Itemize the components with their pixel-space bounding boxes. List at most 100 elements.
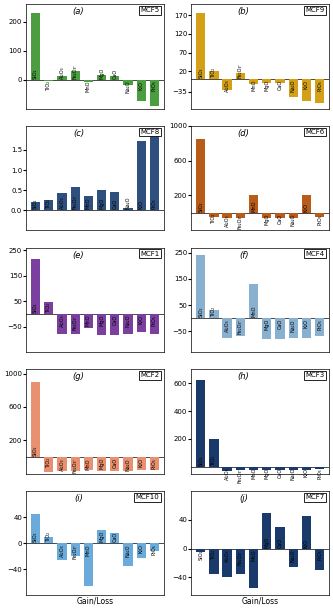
Text: P₂O₅: P₂O₅ [317, 319, 322, 330]
Text: CaO: CaO [277, 80, 282, 90]
Bar [315, 467, 324, 469]
Text: K₂O: K₂O [139, 544, 144, 553]
Bar [97, 190, 106, 210]
Text: Na₂O: Na₂O [126, 81, 131, 93]
Bar [288, 318, 298, 338]
Text: MCF7: MCF7 [305, 494, 325, 500]
Text: Na₂O: Na₂O [291, 319, 296, 332]
Text: (c): (c) [73, 129, 84, 138]
Bar [44, 303, 53, 314]
Text: MnO: MnO [86, 458, 91, 470]
Bar [236, 467, 245, 470]
Text: TiO₂: TiO₂ [46, 199, 51, 209]
Text: TiO₂: TiO₂ [211, 456, 216, 465]
Text: MnO: MnO [86, 81, 91, 92]
Text: P₂O₅: P₂O₅ [152, 315, 157, 326]
Text: Na₂O: Na₂O [126, 544, 131, 557]
Text: MCF10: MCF10 [136, 494, 160, 500]
Text: K₂O: K₂O [304, 468, 309, 477]
Text: (h): (h) [238, 373, 249, 381]
Bar [57, 193, 67, 210]
Text: MgO: MgO [99, 315, 104, 326]
Text: CaO: CaO [112, 458, 117, 468]
Text: (e): (e) [73, 251, 84, 260]
Bar [262, 512, 271, 548]
Bar [57, 457, 67, 471]
Text: MnO: MnO [86, 198, 91, 209]
Bar [150, 79, 159, 106]
Text: TiO₂: TiO₂ [46, 81, 51, 91]
Bar [150, 457, 159, 470]
Bar [124, 208, 133, 210]
Text: MCF6: MCF6 [305, 129, 325, 135]
Bar [97, 75, 106, 79]
Bar [44, 79, 53, 81]
Text: MgO: MgO [264, 319, 269, 331]
Bar [124, 314, 133, 334]
Bar [288, 79, 298, 98]
Text: TiO₂: TiO₂ [211, 214, 216, 224]
Text: K₂O: K₂O [304, 80, 309, 89]
Text: MCF2: MCF2 [141, 373, 160, 378]
Text: Fe₂O₃ᵗ: Fe₂O₃ᵗ [238, 550, 243, 565]
Bar [209, 310, 218, 318]
Bar [236, 73, 245, 79]
Text: MnO: MnO [251, 80, 256, 91]
Text: K₂O: K₂O [304, 319, 309, 328]
Bar [84, 457, 93, 470]
Bar [262, 213, 271, 218]
Text: Na₂O: Na₂O [291, 468, 296, 480]
Bar [97, 530, 106, 544]
Text: Fe₂O₃ᵗ: Fe₂O₃ᵗ [73, 63, 78, 79]
Text: Al₂O₃: Al₂O₃ [225, 550, 230, 562]
Text: MgO: MgO [264, 468, 269, 479]
Text: K₂O: K₂O [139, 200, 144, 209]
Bar [209, 439, 218, 467]
Bar [57, 544, 67, 559]
Text: SiO₂: SiO₂ [33, 199, 38, 209]
Bar [315, 318, 324, 336]
Text: Fe₂O₃ᵗ: Fe₂O₃ᵗ [73, 458, 78, 473]
Bar [288, 213, 298, 218]
Text: CaO: CaO [277, 468, 282, 478]
Text: MnO: MnO [251, 306, 256, 317]
Text: MgO: MgO [264, 536, 269, 548]
Text: Na₂O: Na₂O [291, 550, 296, 562]
Text: Fe₂O₃ᵗ: Fe₂O₃ᵗ [238, 214, 243, 229]
Bar [315, 79, 324, 103]
Bar [196, 13, 205, 79]
Bar [196, 139, 205, 213]
Text: MgO: MgO [264, 80, 269, 91]
Text: MnO: MnO [251, 550, 256, 561]
Text: Fe₂O₃ᵗ: Fe₂O₃ᵗ [238, 468, 243, 483]
Text: Fe₂O₃ᵗ: Fe₂O₃ᵗ [238, 63, 243, 77]
Text: SiO₂: SiO₂ [198, 307, 203, 317]
Bar [262, 318, 271, 339]
Bar [84, 196, 93, 210]
Bar [222, 79, 232, 90]
Text: (j): (j) [239, 494, 248, 503]
Bar [222, 467, 232, 471]
Text: Al₂O₃: Al₂O₃ [60, 66, 65, 79]
Bar [222, 213, 232, 218]
Text: P₂O₅: P₂O₅ [317, 80, 322, 90]
Text: Al₂O₃: Al₂O₃ [60, 315, 65, 328]
Text: CaO: CaO [277, 319, 282, 329]
Text: MgO: MgO [99, 531, 104, 542]
Bar [57, 314, 67, 334]
Text: (b): (b) [238, 7, 250, 16]
Bar [315, 213, 324, 217]
Bar [196, 548, 205, 552]
Text: P₂O₅: P₂O₅ [152, 544, 157, 555]
Bar [31, 382, 40, 457]
Bar [249, 467, 258, 470]
Bar [97, 457, 106, 471]
Bar [110, 457, 120, 471]
Text: (f): (f) [239, 251, 248, 260]
Bar [71, 457, 80, 471]
Bar [262, 467, 271, 470]
Bar [31, 259, 40, 314]
Bar [288, 548, 298, 567]
Text: MnO: MnO [86, 544, 91, 556]
Text: MgO: MgO [99, 458, 104, 470]
